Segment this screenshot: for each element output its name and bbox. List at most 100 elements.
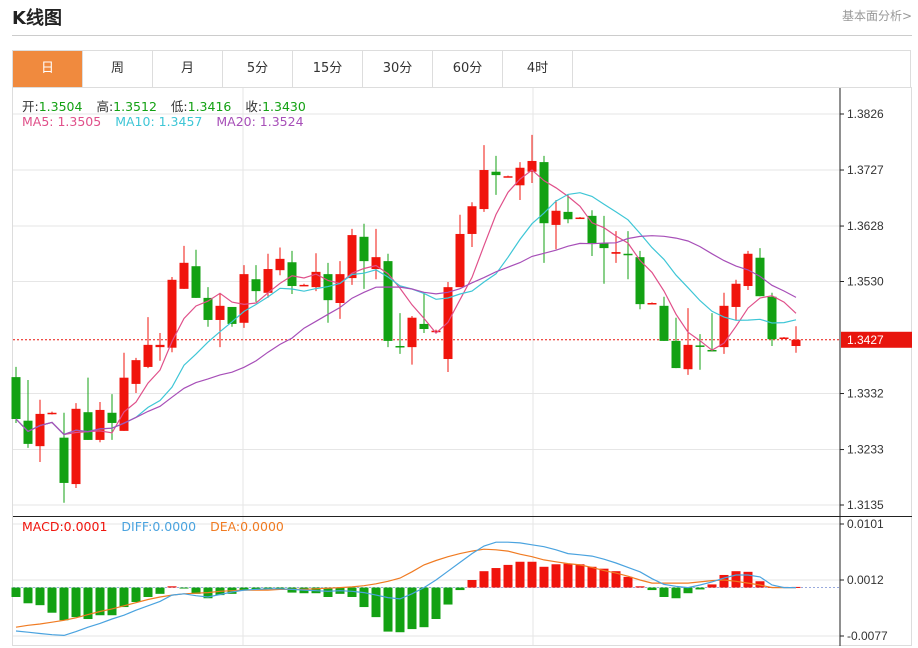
candle <box>335 261 345 319</box>
macd-bar <box>131 587 141 603</box>
candle-body <box>479 170 489 210</box>
candle <box>71 403 81 489</box>
candle-body <box>83 412 93 440</box>
macd-bar <box>95 587 105 616</box>
ma-legend: MA5: 1.3505 MA10: 1.3457 MA20: 1.3524 <box>22 114 314 129</box>
candle <box>539 155 549 263</box>
tab-week[interactable]: 周 <box>83 51 153 87</box>
candle-body <box>683 344 693 370</box>
candle <box>251 265 261 302</box>
tab-4hour[interactable]: 4时 <box>503 51 573 87</box>
candle <box>119 352 129 431</box>
candle-body <box>11 377 21 419</box>
candle-body <box>587 215 597 244</box>
candle <box>131 357 141 393</box>
candle <box>155 332 165 361</box>
candle-body <box>215 305 225 320</box>
candle-body <box>575 217 585 220</box>
diff-line <box>15 541 796 637</box>
candle-body <box>143 344 153 367</box>
macd-bar <box>167 586 177 588</box>
candle <box>35 399 45 462</box>
candle-body <box>623 253 633 256</box>
macd-bar <box>467 580 477 588</box>
candle <box>11 366 21 423</box>
tab-5min[interactable]: 5分 <box>223 51 293 87</box>
candle <box>779 336 789 340</box>
tab-15min[interactable]: 15分 <box>293 51 363 87</box>
open-value: 1.3504 <box>38 99 83 114</box>
candle-body <box>263 269 273 293</box>
macd-bar <box>611 571 621 588</box>
macd-bar <box>119 587 129 608</box>
candle-body <box>647 302 657 305</box>
macd-bar <box>395 587 405 633</box>
candle-body <box>467 206 477 234</box>
candle <box>215 293 225 348</box>
candle <box>479 145 489 212</box>
candle <box>791 326 801 353</box>
candle <box>731 279 741 320</box>
macd-bar <box>551 564 561 588</box>
candle <box>467 202 477 247</box>
candle <box>707 313 717 352</box>
candle <box>23 379 33 448</box>
tab-day[interactable]: 日 <box>13 51 83 87</box>
macd-bar <box>323 587 333 597</box>
candle <box>203 287 213 327</box>
candle <box>347 228 357 285</box>
macd-bar <box>515 561 525 588</box>
candle <box>311 253 321 292</box>
candle <box>95 402 105 443</box>
macd-bar <box>419 587 429 628</box>
fundamental-analysis-link[interactable]: 基本面分析> <box>841 9 912 23</box>
macd-bar <box>155 587 165 594</box>
candle-body <box>515 167 525 186</box>
candle <box>695 334 705 370</box>
candle <box>419 292 429 333</box>
candle-body <box>671 340 681 369</box>
candle <box>179 245 189 289</box>
macd-bar <box>359 587 369 608</box>
macd-bar <box>371 587 381 618</box>
macd-bar <box>635 586 645 588</box>
price-tick-label: 1.3628 <box>847 219 884 233</box>
candle-body <box>203 297 213 320</box>
macd-tick-label: -0.0077 <box>847 629 888 643</box>
candle-body <box>503 176 513 178</box>
candle <box>563 194 573 224</box>
macd-bar <box>383 587 393 632</box>
ma10-line <box>15 192 797 436</box>
macd-bar <box>455 587 465 591</box>
candle <box>491 155 501 195</box>
macd-bar <box>107 587 117 616</box>
tab-30min[interactable]: 30分 <box>363 51 433 87</box>
candle-body <box>491 171 501 176</box>
candle-body <box>35 413 45 447</box>
low-label: 低: <box>170 99 188 114</box>
candle-body <box>659 305 669 341</box>
chart-frame <box>12 87 912 646</box>
candle <box>647 302 657 305</box>
tab-month[interactable]: 月 <box>153 51 223 87</box>
macd-bar <box>47 587 57 613</box>
candle-body <box>167 279 177 348</box>
candle-body <box>395 345 405 348</box>
candle <box>443 282 453 373</box>
candle-body <box>23 420 33 444</box>
candle <box>407 316 417 365</box>
candle <box>683 308 693 375</box>
ohlc-legend: 开:1.3504 高:1.3512 低:1.3416 收:1.3430 <box>22 96 316 115</box>
macd-bar <box>587 566 597 588</box>
candle-body <box>431 330 441 333</box>
candle <box>239 265 249 328</box>
tab-60min[interactable]: 60分 <box>433 51 503 87</box>
macd-bar <box>431 587 441 620</box>
macd-bar <box>263 587 273 589</box>
candle-body <box>155 344 165 348</box>
candle <box>359 223 369 289</box>
macd-bar <box>563 563 573 588</box>
ma10-value: MA10: 1.3457 <box>115 114 203 129</box>
macd-bar <box>731 571 741 588</box>
